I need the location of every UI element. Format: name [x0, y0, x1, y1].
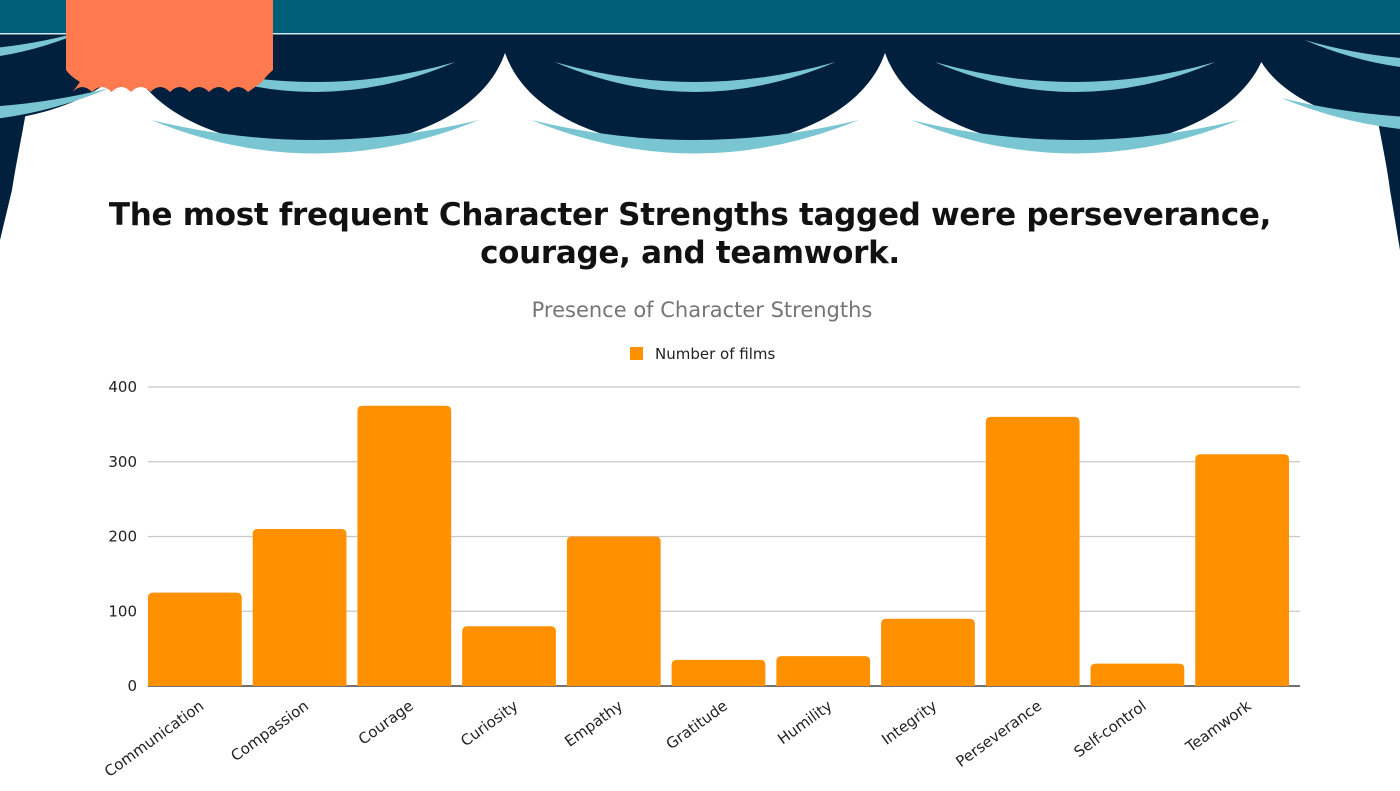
stage-curtain — [0, 0, 1400, 250]
bar-integrity — [881, 618, 975, 686]
curtain-fold-highlight — [1281, 98, 1400, 129]
curtain-fold-highlight — [934, 62, 1216, 92]
bar-perseverance — [985, 416, 1080, 686]
headline: The most frequent Character Strengths ta… — [108, 197, 1272, 271]
x-tick-label: Gratitude — [663, 697, 731, 753]
ticket-tag-decoration — [66, 0, 273, 92]
x-axis-labels: Communication Compassion Courage Curiosity E… — [101, 696, 1255, 780]
curtain-fold-highlight — [911, 120, 1239, 154]
y-tick-label: 100 — [108, 602, 137, 620]
curtain-fold-highlight — [554, 62, 836, 92]
bar-humility — [776, 656, 871, 686]
x-tick-label: Empathy — [561, 697, 626, 751]
bar-communication — [148, 592, 242, 686]
bar-teamwork — [1195, 454, 1290, 686]
x-tick-label: Self-control — [1071, 697, 1150, 761]
x-tick-label: Integrity — [878, 697, 940, 749]
legend-label: Number of films — [655, 345, 775, 363]
bar-courage — [357, 405, 452, 686]
curtain-fold-highlight — [0, 30, 87, 56]
x-tick-label: Teamwork — [1182, 696, 1255, 756]
bar-self-control — [1090, 663, 1185, 686]
x-tick-label: Curiosity — [457, 697, 521, 751]
curtain-fold-highlight — [151, 120, 479, 154]
curtain-fold-highlight — [0, 88, 110, 119]
chart-bars — [148, 405, 1290, 686]
curtain-fold-highlight — [531, 120, 859, 154]
bar-empathy — [566, 536, 661, 686]
curtain-fold-highlight — [1304, 40, 1400, 67]
bar-curiosity — [462, 626, 556, 686]
bar-compassion — [252, 529, 347, 686]
y-tick-label: 300 — [108, 453, 137, 471]
y-tick-label: 200 — [108, 528, 137, 546]
bar-gratitude — [671, 659, 766, 686]
legend-swatch — [630, 347, 643, 360]
y-tick-label: 0 — [127, 677, 137, 695]
x-tick-label: Compassion — [227, 697, 312, 765]
valance-trim — [0, 33, 1400, 35]
x-tick-label: Communication — [101, 697, 207, 781]
chart-legend: Number of films — [630, 345, 775, 363]
y-axis-ticks: 0 100 200 300 400 — [108, 378, 137, 695]
chart-title: Presence of Character Strengths — [532, 298, 873, 322]
x-tick-label: Courage — [355, 697, 417, 749]
y-tick-label: 400 — [108, 378, 137, 396]
x-tick-label: Humility — [774, 697, 835, 748]
x-tick-label: Perseverance — [952, 697, 1045, 771]
